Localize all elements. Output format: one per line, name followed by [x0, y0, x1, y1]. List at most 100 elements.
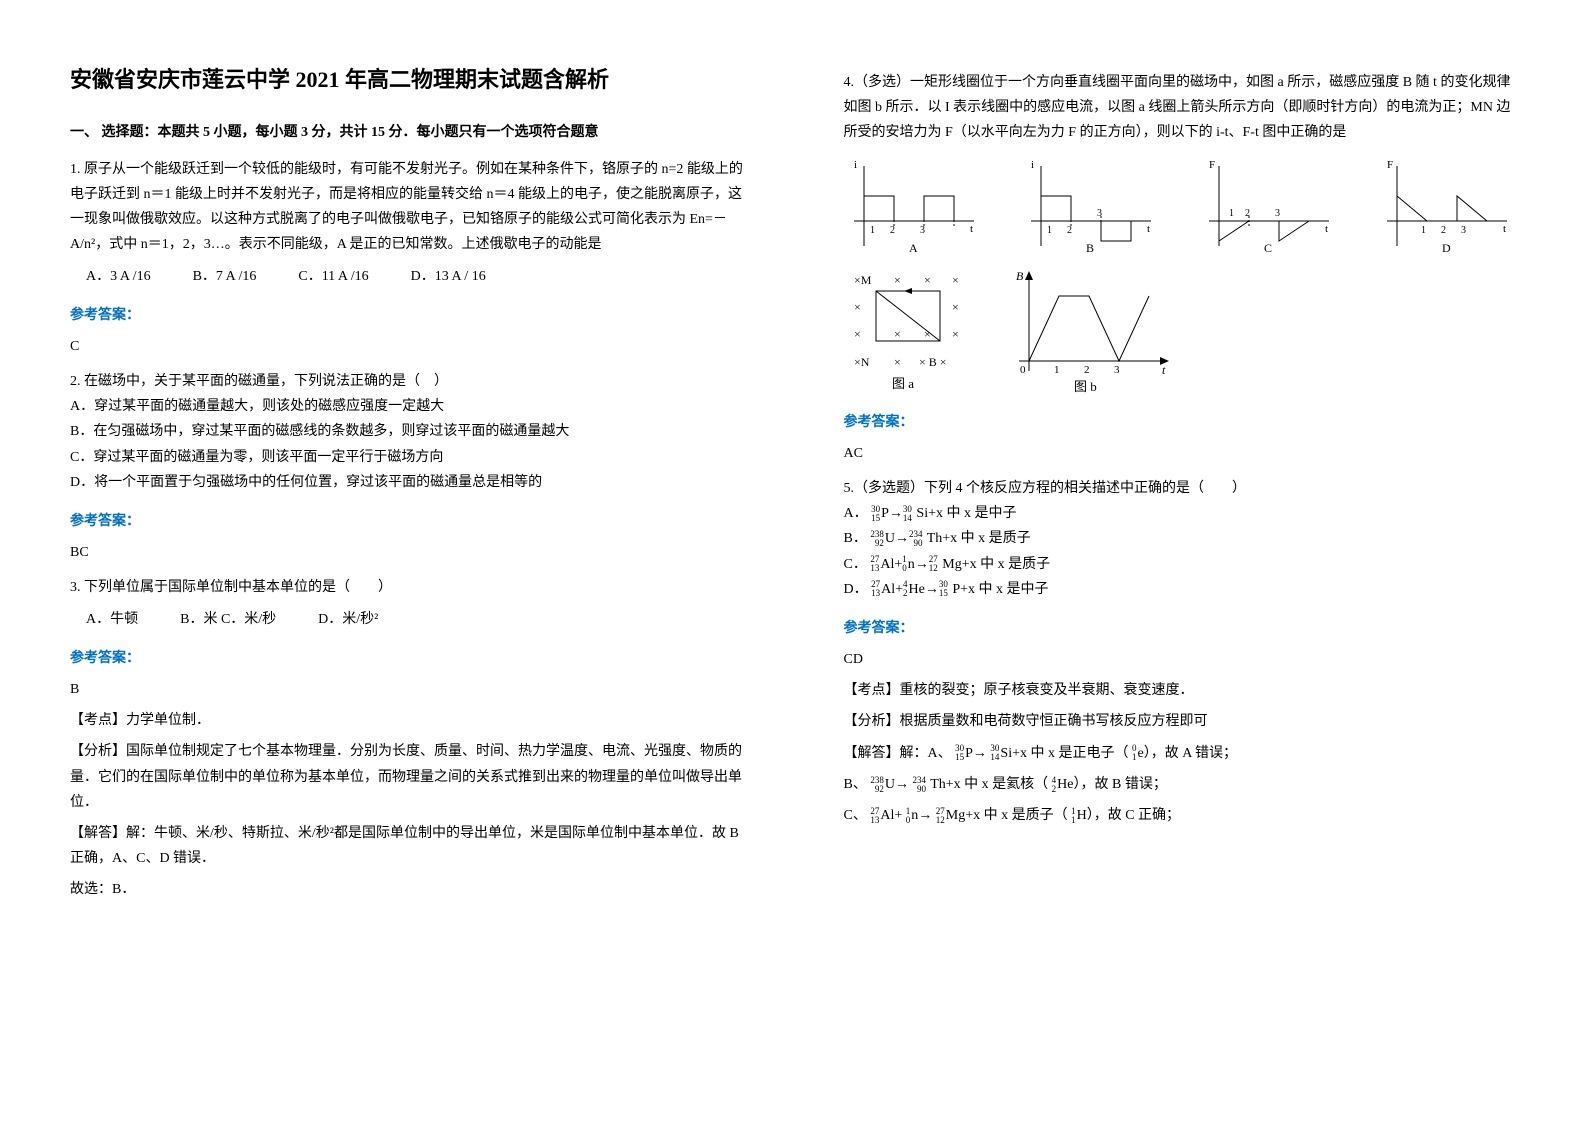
svg-text:2: 2	[1441, 225, 1446, 236]
question-2: 2. 在磁场中，关于某平面的磁通量，下列说法正确的是（ ） A．穿过某平面的磁通…	[70, 369, 744, 495]
svg-text:t: t	[1147, 223, 1150, 235]
svg-text:i: i	[854, 159, 857, 171]
nuclide-icon: 42	[1052, 776, 1057, 794]
answer-label: 参考答案：	[844, 616, 1518, 641]
q5-a-post: Si+x 中 x 是中子	[913, 506, 1017, 521]
q5-jieda-b-pre: B、	[844, 777, 867, 792]
svg-text:3: 3	[1097, 208, 1102, 219]
q5-opt-b: B． 23892U→23490 Th+x 中 x 是质子	[844, 526, 1518, 551]
q5-kaodian: 【考点】重核的裂变；原子核衰变及半衰期、衰变速度．	[844, 678, 1518, 703]
svg-text:3: 3	[1461, 225, 1466, 236]
q3-options: A．牛顿 B．米 C．米/秒 D．米/秒²	[86, 607, 744, 632]
svg-text:3: 3	[920, 225, 925, 236]
q5-fenxi: 【分析】根据质量数和电荷数守恒正确书写核反应方程即可	[844, 709, 1518, 734]
svg-text:×: ×	[854, 300, 861, 314]
svg-text:×: ×	[952, 300, 959, 314]
q2-opt-b: B．在匀强磁场中，穿过某平面的磁感线的条数越多，则穿过该平面的磁通量越大	[70, 419, 744, 444]
answer-label: 参考答案：	[70, 509, 744, 534]
q2-opt-a: A．穿过某平面的磁通量越大，则该处的磁感应强度一定越大	[70, 394, 744, 419]
nuclide-icon: 3014	[990, 744, 999, 762]
figure-b: B t 0 1 2 3 图 b	[1004, 266, 1174, 396]
svg-text:F: F	[1209, 159, 1215, 171]
graph-option-c: F t 12 3 C	[1199, 156, 1339, 256]
nuclide-icon: 3014	[903, 505, 912, 523]
svg-text:图 a: 图 a	[892, 376, 914, 391]
q5-d-pre: D．	[844, 582, 868, 597]
q5-c-post: Mg+x 中 x 是质子	[939, 557, 1050, 572]
q5-jieda-c-end: ），故 C 正确；	[1087, 808, 1180, 823]
q3-fenxi: 【分析】国际单位制规定了七个基本物理量．分别为长度、质量、时间、热力学温度、电流…	[70, 739, 744, 815]
q3-kaodian: 【考点】力学单位制．	[70, 708, 744, 733]
svg-text:1: 1	[1421, 225, 1426, 236]
q1-text: 1. 原子从一个能级跃迁到一个较低的能级时，有可能不发射光子。例如在某种条件下，…	[70, 157, 744, 258]
svg-text:t: t	[970, 223, 973, 235]
svg-text:×M: ×M	[854, 273, 872, 287]
svg-text:2: 2	[1067, 225, 1072, 236]
q5-jieda-b-end: ），故 B 错误；	[1074, 777, 1167, 792]
q5-opt-d: D． 2713Al+42He→3015 P+x 中 x 是中子	[844, 577, 1518, 602]
svg-text:×: ×	[952, 273, 959, 287]
q5-jieda-a-mid: Si+x 中 x 是正电子（	[1000, 746, 1128, 761]
answer-label: 参考答案：	[70, 303, 744, 328]
nuclide-icon: 2713	[871, 580, 880, 598]
nuclide-icon: 23490	[912, 776, 926, 794]
svg-text:t: t	[1325, 223, 1328, 235]
q5-opt-a: A． 3015P→3014 Si+x 中 x 是中子	[844, 501, 1518, 526]
nuclide-icon: 11	[1071, 807, 1076, 825]
svg-text:2: 2	[1245, 208, 1250, 219]
q1-answer: C	[70, 334, 744, 359]
svg-text:2: 2	[890, 225, 895, 236]
svg-text:× B ×: × B ×	[919, 355, 947, 369]
svg-text:1: 1	[1229, 208, 1234, 219]
q5-a-pre: A．	[844, 506, 868, 521]
answer-label: 参考答案：	[844, 410, 1518, 435]
nuclide-icon: 23892	[870, 776, 884, 794]
svg-text:×: ×	[924, 273, 931, 287]
nuclide-icon: 23490	[909, 530, 923, 548]
nuclide-icon: 2713	[870, 807, 879, 825]
svg-text:×N: ×N	[854, 355, 870, 369]
q5-b-pre: B．	[844, 531, 867, 546]
nuclide-icon: 2712	[936, 807, 945, 825]
svg-text:B: B	[1086, 241, 1094, 255]
q5-jieda-c-mid: Mg+x 中 x 是质子（	[946, 808, 1068, 823]
q3-text: 3. 下列单位属于国际单位制中基本单位的是（ ）	[70, 575, 744, 600]
q5-text: 5.（多选题）下列 4 个核反应方程的相关描述中正确的是（ ）	[844, 476, 1518, 501]
q2-opt-c: C．穿过某平面的磁通量为零，则该平面一定平行于磁场方向	[70, 445, 744, 470]
nuclide-icon: 3015	[871, 505, 880, 523]
svg-text:1: 1	[1054, 364, 1060, 376]
figure-a: ×M × × × × × × × × × ×N × × B × 图 a	[844, 266, 974, 396]
q5-jieda-a-end: ），故 A 错误；	[1144, 746, 1237, 761]
svg-text:×: ×	[894, 355, 901, 369]
svg-text:t: t	[1503, 223, 1506, 235]
svg-text:2: 2	[1084, 364, 1090, 376]
q5-opt-c: C． 2713Al+10n→2712 Mg+x 中 x 是质子	[844, 552, 1518, 577]
graph-option-d: F t 12 3 D	[1377, 156, 1517, 256]
q5-c-pre: C．	[844, 557, 867, 572]
q5-jieda-c-pre: C、	[844, 808, 867, 823]
svg-text:i: i	[1031, 159, 1034, 171]
nuclide-icon: 3015	[955, 744, 964, 762]
q4-answer: AC	[844, 441, 1518, 466]
q5-jieda-c: C、 2713Al+ 10n→ 2712Mg+x 中 x 是质子（ 11H），故…	[844, 803, 1518, 828]
svg-text:×: ×	[894, 273, 901, 287]
q5-jieda-a: 【解答】解：A、 3015P→ 3014Si+x 中 x 是正电子（ 01e），…	[844, 741, 1518, 766]
nuclide-icon: 42	[903, 580, 908, 598]
nuclide-icon: 23892	[870, 530, 884, 548]
q2-answer: BC	[70, 540, 744, 565]
svg-text:3: 3	[1275, 208, 1280, 219]
nuclide-icon: 10	[906, 807, 911, 825]
svg-text:×: ×	[854, 327, 861, 341]
q5-b-post: Th+x 中 x 是质子	[923, 531, 1030, 546]
svg-text:×: ×	[952, 327, 959, 341]
q5-jieda-b-mid: Th+x 中 x 是氦核（	[927, 777, 1048, 792]
svg-text:3: 3	[1114, 364, 1120, 376]
q5-jieda-pre: 【解答】解：A、	[844, 746, 952, 761]
svg-text:×: ×	[894, 327, 901, 341]
svg-text:F: F	[1387, 159, 1393, 171]
q5-answer: CD	[844, 647, 1518, 672]
svg-text:1: 1	[1047, 225, 1052, 236]
q5-d-post: P+x 中 x 是中子	[949, 582, 1049, 597]
answer-label: 参考答案：	[70, 646, 744, 671]
svg-text:B: B	[1016, 269, 1024, 283]
